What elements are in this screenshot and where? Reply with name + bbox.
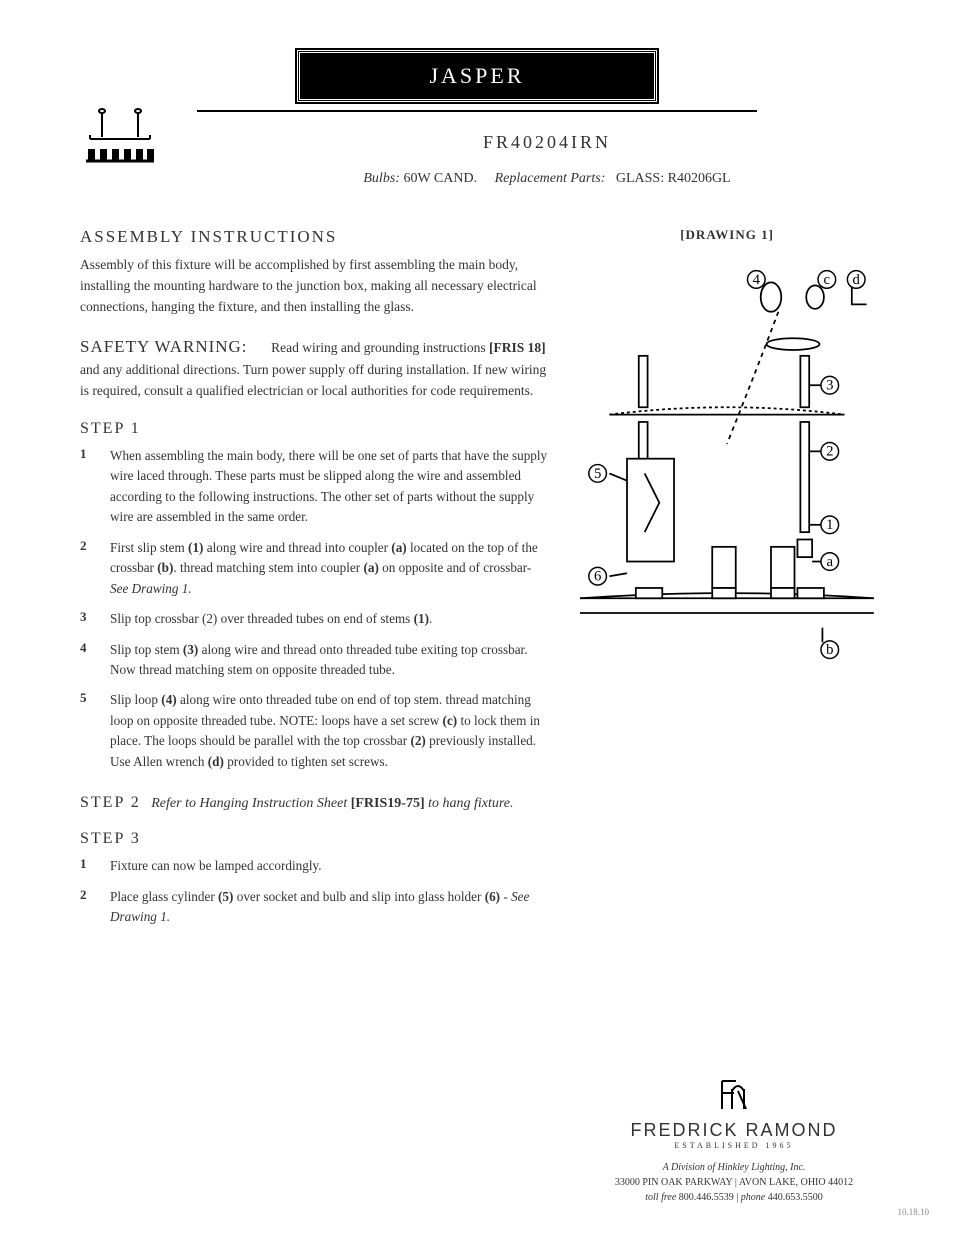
- safety-warning: SAFETY WARNING: Read wiring and groundin…: [80, 334, 550, 402]
- step3-list: 1 Fixture can now be lamped accordingly. 2…: [80, 856, 550, 927]
- replacement-value: GLASS: R40206GL: [616, 171, 731, 186]
- safety-ref: [FRIS 18]: [489, 340, 546, 355]
- instruction-sheet: JASPER FR40204IRN Bulbs: 60W CAND. Repla…: [0, 0, 954, 1235]
- spec-line: Bulbs: 60W CAND. Replacement Parts: GLAS…: [220, 171, 874, 187]
- callout-label: a: [827, 554, 834, 570]
- safety-text-1: Read wiring and grounding instructions: [271, 340, 489, 355]
- replacement-label: Replacement Parts:: [495, 171, 606, 186]
- bulbs-value: 60W CAND.: [403, 171, 477, 186]
- callout-label: 3: [826, 378, 833, 394]
- safety-lead: SAFETY WARNING:: [80, 337, 248, 356]
- phone-label: phone: [741, 1192, 765, 1203]
- bulbs-label: Bulbs:: [363, 171, 400, 186]
- callout-label: 4: [753, 272, 761, 288]
- item-text: Slip loop (4) along wire onto threaded t…: [110, 690, 550, 772]
- callout-label: 1: [826, 517, 833, 533]
- safety-text-2: and any additional directions. Turn powe…: [80, 362, 546, 398]
- drawing-1-svg: 4 c d 3 2 1 a b 5 6: [580, 253, 874, 679]
- item-number: 2: [80, 538, 92, 599]
- brand-phones: toll free 800.446.5539 | phone 440.653.5…: [574, 1190, 894, 1205]
- title-underline: [197, 110, 757, 112]
- list-item: 2 First slip stem (1) along wire and thre…: [80, 538, 550, 599]
- callout-label: 6: [594, 569, 601, 585]
- step2-text-2: to hang fixture.: [425, 796, 514, 811]
- text-column: ASSEMBLY INSTRUCTIONS Assembly of this f…: [80, 227, 550, 938]
- product-title-banner: JASPER: [297, 50, 657, 102]
- item-text: Fixture can now be lamped accordingly.: [110, 856, 550, 876]
- step2-ref: [FRIS19-75]: [351, 796, 425, 811]
- brand-established: ESTABLISHED 1965: [574, 1141, 894, 1150]
- list-item: 4 Slip top stem (3) along wire and thread…: [80, 640, 550, 681]
- brand-monogram-icon: [714, 1077, 754, 1111]
- intro-paragraph: Assembly of this fixture will be accompl…: [80, 255, 550, 318]
- item-number: 1: [80, 446, 92, 528]
- item-number: 1: [80, 856, 92, 876]
- date-stamp: 10.18.10: [898, 1207, 930, 1217]
- brand-division: A Division of Hinkley Lighting, Inc.: [574, 1160, 894, 1175]
- drawing-label: [DRAWING 1]: [580, 227, 874, 243]
- toll-free-label: toll free: [645, 1192, 676, 1203]
- toll-free-number: 800.446.5539: [679, 1192, 734, 1203]
- list-item: 1When assembling the main body, there wi…: [80, 446, 550, 528]
- item-number: 5: [80, 690, 92, 772]
- list-item: 2 Place glass cylinder (5) over socket an…: [80, 887, 550, 928]
- step1-heading: STEP 1: [80, 420, 550, 438]
- assembly-heading: ASSEMBLY INSTRUCTIONS: [80, 227, 550, 247]
- item-text: When assembling the main body, there wil…: [110, 446, 550, 528]
- item-number: 2: [80, 887, 92, 928]
- callout-label: 5: [594, 466, 601, 482]
- diagram-column: [DRAWING 1]: [580, 227, 874, 938]
- callout-label: 2: [826, 444, 833, 460]
- step3-heading: STEP 3: [80, 830, 550, 848]
- product-silhouette-icon: [80, 105, 160, 185]
- footer: FREDRICK RAMOND ESTABLISHED 1965 A Divis…: [574, 1077, 894, 1205]
- step1-list: 1When assembling the main body, there wi…: [80, 446, 550, 772]
- item-number: 4: [80, 640, 92, 681]
- step2-text-1: Refer to Hanging Instruction Sheet: [151, 796, 350, 811]
- step2-lead: STEP 2: [80, 794, 141, 811]
- list-item: 1 Fixture can now be lamped accordingly.: [80, 856, 550, 876]
- step2-line: STEP 2 Refer to Hanging Instruction Shee…: [80, 794, 550, 812]
- model-number: FR40204IRN: [220, 132, 874, 153]
- item-text: First slip stem (1) along wire and threa…: [110, 538, 550, 599]
- item-text: Slip top crossbar (2) over threaded tube…: [110, 609, 550, 629]
- item-number: 3: [80, 609, 92, 629]
- item-text: Place glass cylinder (5) over socket and…: [110, 887, 550, 928]
- callout-label: b: [826, 642, 833, 658]
- callout-label: c: [824, 272, 831, 288]
- item-text: Slip top stem (3) along wire and thread …: [110, 640, 550, 681]
- callout-label: d: [853, 272, 861, 288]
- list-item: 3 Slip top crossbar (2) over threaded tub…: [80, 609, 550, 629]
- brand-address: 33000 PIN OAK PARKWAY | AVON LAKE, OHIO …: [574, 1175, 894, 1190]
- phone-number: 440.653.5500: [768, 1192, 823, 1203]
- brand-name: FREDRICK RAMOND: [574, 1120, 894, 1141]
- list-item: 5Slip loop (4) along wire onto threaded …: [80, 690, 550, 772]
